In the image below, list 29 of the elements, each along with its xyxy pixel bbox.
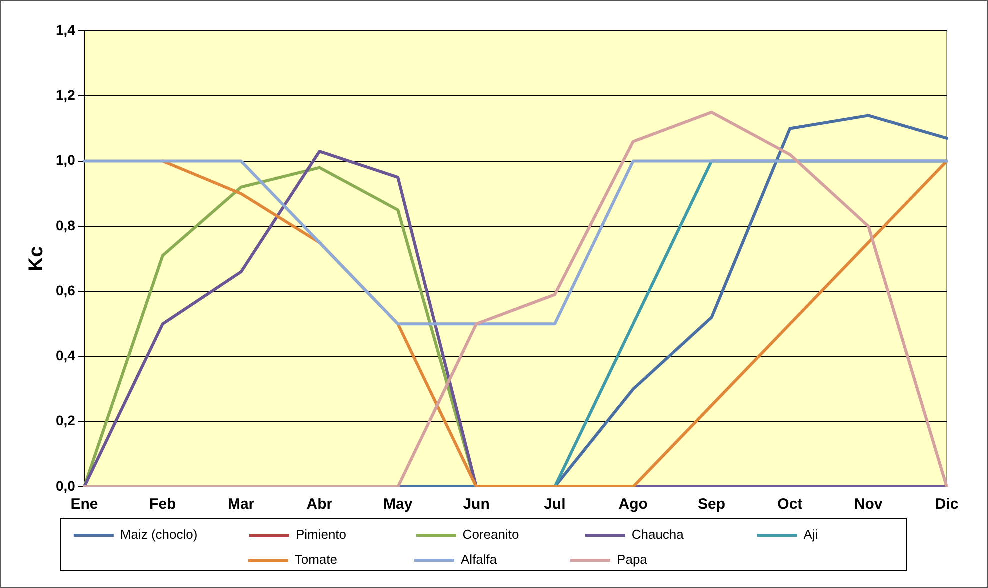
x-tick-label: Mar bbox=[228, 496, 255, 514]
x-tick-label: Nov bbox=[854, 496, 884, 514]
y-tick-label: 1,0 bbox=[56, 152, 76, 168]
y-tick-label: 1,2 bbox=[56, 87, 76, 103]
x-tick-label: Ene bbox=[70, 496, 98, 514]
y-tick-label: 0,2 bbox=[56, 412, 76, 429]
legend-label: Papa bbox=[617, 552, 720, 568]
y-tick-label: 0,0 bbox=[56, 478, 76, 494]
x-tick-label: Oct bbox=[778, 496, 803, 514]
y-tick-label: 0,8 bbox=[56, 217, 76, 234]
y-tick-label: 0,4 bbox=[56, 348, 76, 364]
legend-label: Pimiento bbox=[296, 527, 404, 542]
legend-label: Maiz (choclo) bbox=[120, 527, 238, 542]
x-tick-label: Sep bbox=[698, 496, 726, 514]
x-tick-label: Jul bbox=[544, 496, 566, 514]
x-tick-label: Feb bbox=[150, 496, 176, 514]
y-tick-label: 0,6 bbox=[56, 282, 76, 298]
legend-label: Coreanito bbox=[462, 527, 574, 542]
y-tick-label: 1,4 bbox=[56, 22, 76, 38]
x-tick-label: Dic bbox=[935, 496, 959, 514]
legend-label: Alfalfa bbox=[461, 552, 559, 568]
legend-label: Chaucha bbox=[632, 527, 746, 542]
x-tick-label: Ago bbox=[618, 496, 648, 514]
legend-label: Tomate bbox=[294, 552, 403, 568]
x-tick-label: Abr bbox=[306, 496, 333, 514]
x-tick-label: Jun bbox=[463, 496, 490, 514]
y-axis-title: Kc bbox=[26, 246, 48, 272]
legend-label: Aji bbox=[804, 527, 894, 542]
x-tick-label: May bbox=[384, 496, 414, 514]
